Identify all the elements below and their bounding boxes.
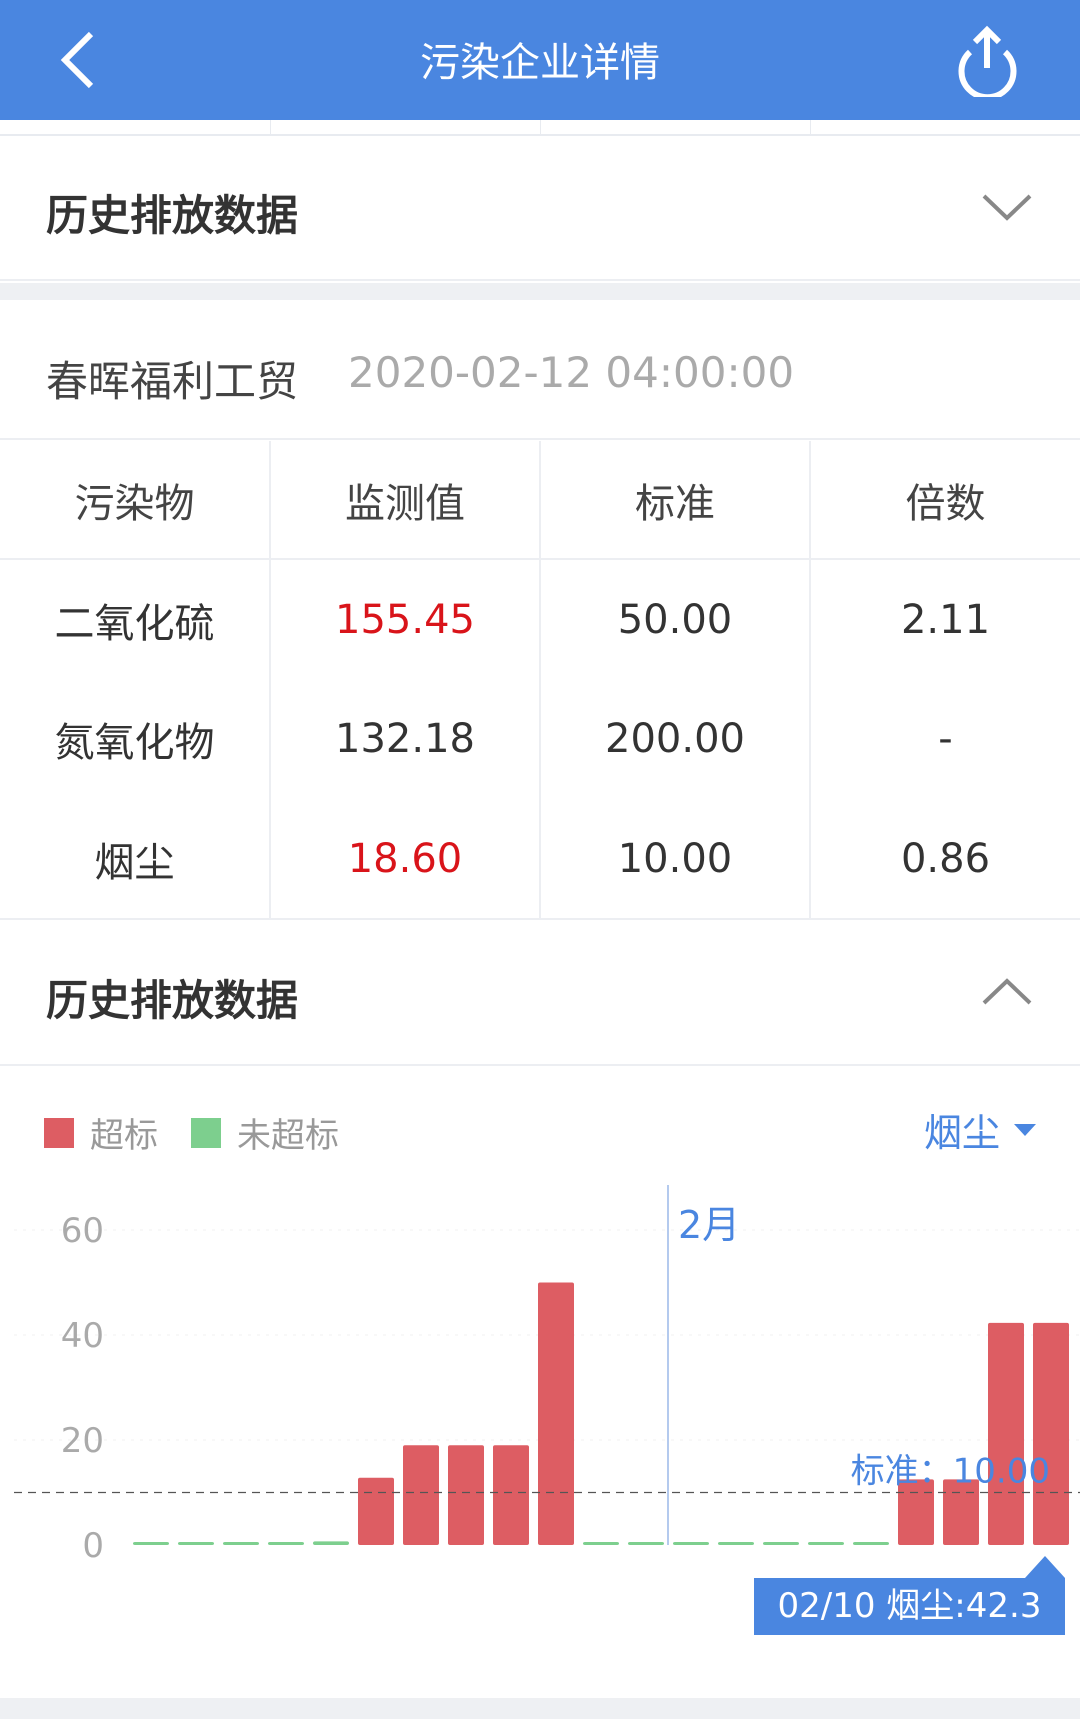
divider	[0, 1698, 1080, 1719]
y-tick-label: 40	[61, 1316, 104, 1356]
cell-ratio: -	[809, 679, 1080, 799]
col-header: 监测值	[269, 441, 540, 560]
bar	[1033, 1322, 1069, 1545]
bar	[628, 1542, 664, 1545]
bar	[358, 1477, 394, 1545]
divider	[0, 283, 1080, 300]
legend-swatch	[44, 1117, 74, 1148]
chevron-up-icon[interactable]	[980, 971, 1034, 1011]
legend-swatch	[191, 1117, 221, 1148]
app-header: 污染企业详情	[0, 0, 1080, 120]
bar	[583, 1542, 619, 1545]
bar	[268, 1542, 304, 1545]
cell-standard: 10.00	[539, 799, 810, 920]
bar	[898, 1479, 934, 1545]
caret-down-icon	[1014, 1123, 1036, 1136]
month-marker-label: 2月	[678, 1203, 740, 1247]
bar	[313, 1541, 349, 1545]
table-row: 二氧化硫 155.45 50.00 2.11	[0, 559, 1080, 679]
bar	[403, 1445, 439, 1545]
y-tick-label: 60	[61, 1211, 104, 1251]
page-title: 污染企业详情	[420, 40, 660, 86]
bar	[538, 1282, 574, 1545]
cell-ratio: 2.11	[809, 559, 1080, 679]
threshold-label: 标准：10.00	[851, 1452, 1050, 1492]
bar	[223, 1542, 259, 1545]
history-section-collapsed[interactable]: 历史排放数据	[0, 136, 1080, 281]
y-tick-label: 20	[61, 1421, 104, 1461]
table-row: 烟尘 18.60 10.00 0.86	[0, 799, 1080, 920]
cell-standard: 200.00	[539, 679, 810, 799]
col-header: 倍数	[809, 441, 1080, 560]
legend-under: 未超标	[191, 1108, 339, 1157]
monitor-time: 2020-02-12 04:00:00	[348, 348, 795, 397]
table-remnant	[0, 120, 1080, 136]
pollutant-table: 污染物 监测值 标准 倍数 二氧化硫 155.45 50.00 2.11 氮氧化物 132…	[0, 441, 1080, 920]
cell-value: 18.60	[269, 799, 540, 920]
company-name: 春晖福利工贸	[46, 357, 299, 406]
section-title: 历史排放数据	[46, 976, 299, 1025]
company-row: 春晖福利工贸 2020-02-12 04:00:00	[0, 300, 1080, 440]
cell-pollutant: 二氧化硫	[54, 600, 215, 647]
cell-standard: 50.00	[539, 559, 810, 679]
bar	[988, 1322, 1024, 1545]
cell-pollutant: 氮氧化物	[54, 720, 215, 766]
cell-pollutant: 烟尘	[0, 799, 270, 920]
cell-value: 132.18	[269, 679, 540, 799]
chart-tooltip: 02/10 烟尘:42.3	[754, 1556, 1065, 1635]
bar	[178, 1542, 214, 1545]
bar	[808, 1542, 844, 1545]
table-row: 氮氧化物 132.18 200.00-	[0, 679, 1080, 799]
chevron-left-icon[interactable]	[55, 28, 115, 92]
y-tick-label: 0	[82, 1526, 104, 1566]
share-upload-icon[interactable]	[950, 22, 1025, 97]
legend-over: 超标	[44, 1108, 158, 1157]
legend-label: 超标	[90, 1116, 158, 1156]
cell-ratio: 0.86	[809, 799, 1080, 920]
history-section-expanded[interactable]: 历史排放数据	[0, 921, 1080, 1066]
col-header: 污染物	[0, 441, 270, 560]
bar	[763, 1542, 799, 1545]
bar	[673, 1542, 709, 1545]
section-title: 历史排放数据	[46, 191, 299, 240]
bar	[943, 1479, 979, 1545]
bar	[853, 1542, 889, 1545]
bar	[718, 1542, 754, 1545]
bar	[448, 1445, 484, 1545]
bar	[493, 1445, 529, 1545]
legend-label: 未超标	[237, 1116, 339, 1156]
bar	[133, 1542, 169, 1545]
chevron-down-icon[interactable]	[980, 186, 1034, 226]
col-header: 标准	[539, 441, 810, 560]
pollutant-selector[interactable]: 烟尘	[924, 1102, 1036, 1157]
cell-value: 155.45	[269, 559, 540, 679]
selector-value: 烟尘	[923, 1111, 1000, 1155]
